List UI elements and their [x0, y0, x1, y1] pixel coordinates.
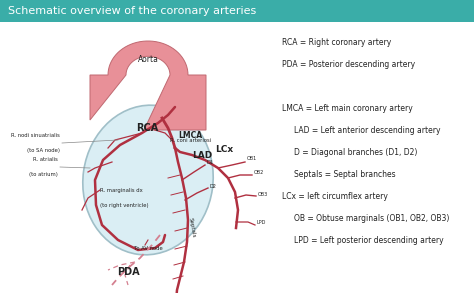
Text: LCx: LCx	[215, 146, 233, 154]
Text: PDA = Posterior descending artery: PDA = Posterior descending artery	[282, 60, 415, 69]
Text: R. marginalis dx: R. marginalis dx	[100, 188, 143, 193]
Text: R. nodi sinuatrialis: R. nodi sinuatrialis	[11, 133, 60, 138]
Text: R. coni arteriosi: R. coni arteriosi	[170, 137, 211, 142]
Text: LPD: LPD	[257, 221, 266, 226]
Text: LAD = Left anterior descending artery: LAD = Left anterior descending artery	[294, 126, 440, 135]
Text: LMCA: LMCA	[178, 130, 202, 139]
Text: Septals: Septals	[188, 217, 196, 239]
Text: D = Diagonal branches (D1, D2): D = Diagonal branches (D1, D2)	[294, 148, 418, 157]
Text: OB = Obtuse marginals (OB1, OB2, OB3): OB = Obtuse marginals (OB1, OB2, OB3)	[294, 214, 449, 223]
Ellipse shape	[83, 105, 213, 255]
Text: (to right ventricle): (to right ventricle)	[100, 203, 149, 208]
Text: (to SA node): (to SA node)	[27, 148, 60, 153]
Text: LPD = Left posterior descending artery: LPD = Left posterior descending artery	[294, 236, 444, 245]
Text: RCA = Right coronary artery: RCA = Right coronary artery	[282, 38, 391, 47]
Text: LCx = left circumflex artery: LCx = left circumflex artery	[282, 192, 388, 201]
Text: PDA: PDA	[117, 267, 139, 277]
Text: D2: D2	[210, 183, 217, 188]
Text: To AV node: To AV node	[134, 246, 163, 251]
Text: R. atrialis: R. atrialis	[33, 157, 58, 162]
Polygon shape	[90, 41, 206, 130]
Text: RCA: RCA	[136, 123, 158, 133]
Text: (to atrium): (to atrium)	[29, 172, 58, 177]
Text: Septals = Septal branches: Septals = Septal branches	[294, 170, 396, 179]
Text: Schematic overview of the coronary arteries: Schematic overview of the coronary arter…	[8, 6, 256, 16]
Text: OB3: OB3	[258, 192, 268, 197]
Text: Aorta: Aorta	[137, 55, 158, 64]
Text: OB2: OB2	[254, 171, 264, 176]
Text: D1: D1	[207, 159, 214, 164]
Text: LMCA = Left main coronary artery: LMCA = Left main coronary artery	[282, 104, 413, 113]
Text: OB1: OB1	[247, 156, 257, 161]
FancyBboxPatch shape	[0, 0, 474, 22]
Text: LAD: LAD	[192, 151, 212, 159]
